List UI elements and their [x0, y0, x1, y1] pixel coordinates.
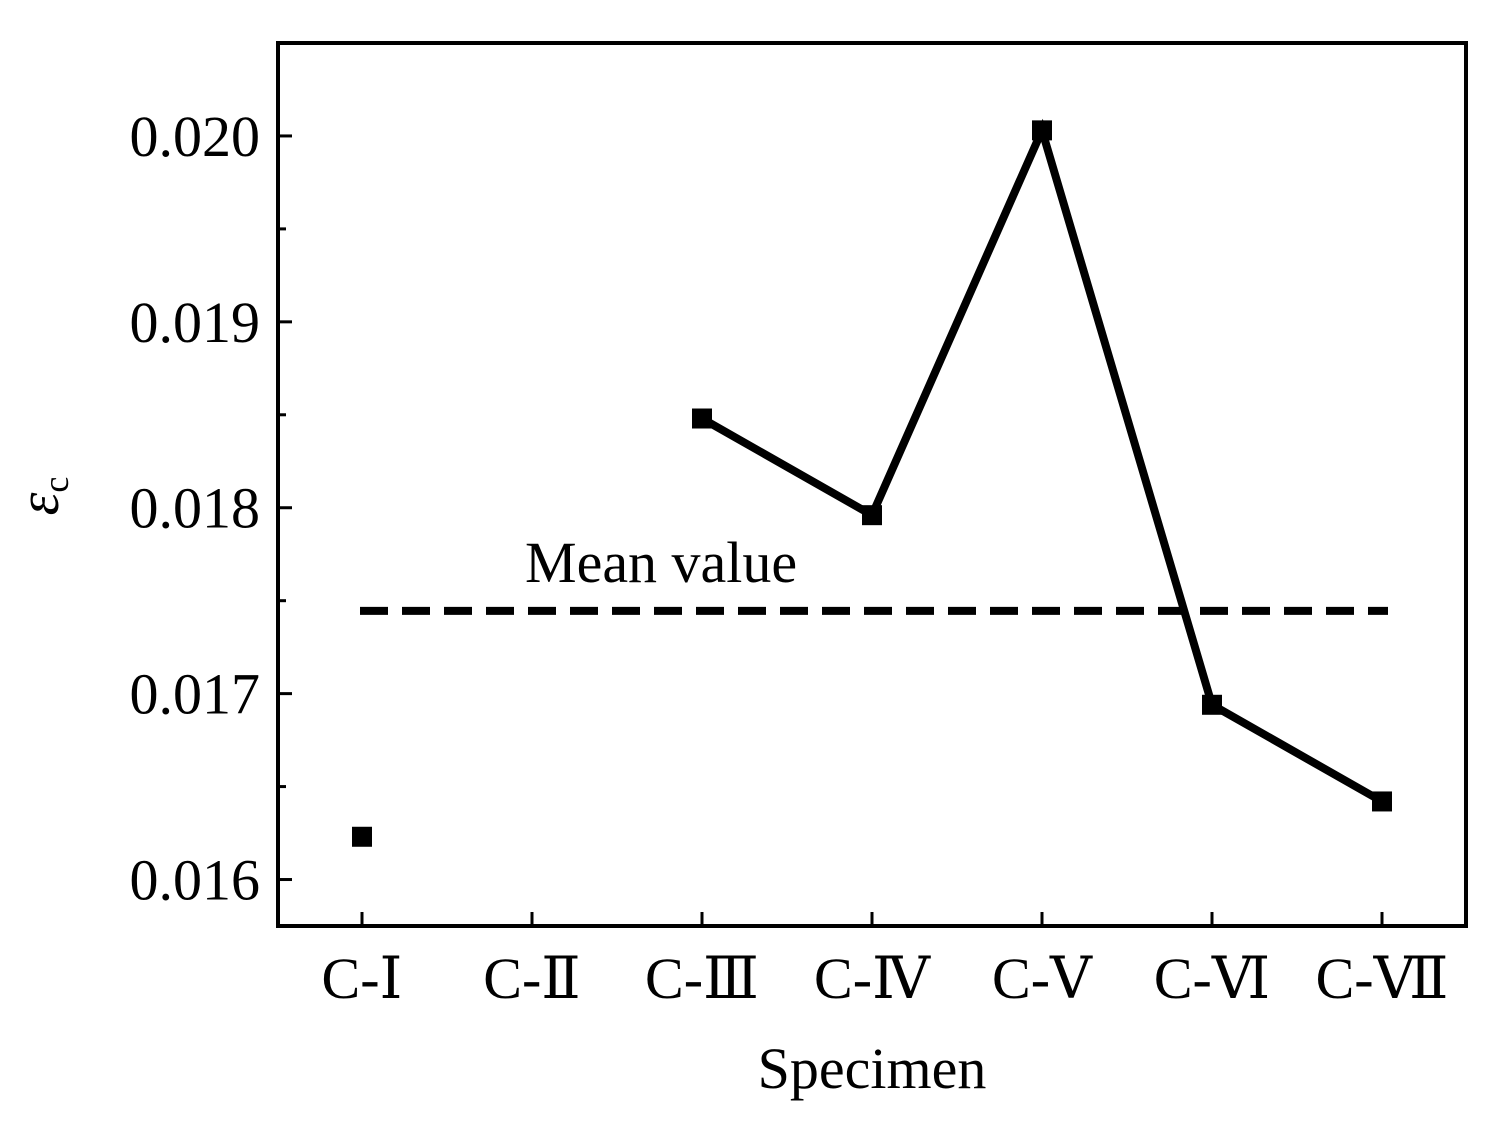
x-tick-label: C-Ⅴ — [992, 946, 1093, 1011]
data-point-marker — [1372, 791, 1392, 812]
y-axis-title-main: ε — [6, 492, 71, 515]
data-point-marker — [1202, 694, 1222, 715]
data-point-marker — [692, 408, 712, 429]
x-axis-title: Specimen — [758, 1036, 987, 1101]
y-axis-title: εc — [6, 477, 76, 516]
mean-value-label: Mean value — [525, 530, 797, 595]
x-tick-label: C-Ⅱ — [483, 946, 580, 1011]
x-tick-label: C-Ⅲ — [645, 946, 759, 1011]
y-tick-label: 0.016 — [130, 848, 261, 913]
y-tick-label: 0.019 — [130, 290, 261, 355]
x-tick-label: C-Ⅳ — [814, 946, 931, 1011]
y-axis-title-sub: c — [36, 477, 76, 493]
data-point-marker — [1032, 120, 1052, 141]
y-tick-label: 0.017 — [130, 662, 261, 727]
x-tick-label: C-Ⅰ — [322, 946, 403, 1011]
svg-text:εc: εc — [6, 477, 76, 516]
data-point-marker — [862, 505, 882, 526]
x-tick-label: C-Ⅵ — [1154, 946, 1270, 1011]
series-line — [700, 118, 1384, 805]
y-tick-label: 0.020 — [130, 104, 261, 169]
ticks-layer: 0.016 0.017 0.018 0.019 0.020 C-Ⅰ C-Ⅱ C-Ⅲ C-Ⅳ C-Ⅴ… — [130, 104, 1449, 1011]
plot-frame — [276, 41, 1468, 928]
mean-layer: Mean value — [360, 530, 1388, 615]
data-point-marker — [352, 826, 372, 847]
y-tick-label: 0.018 — [130, 476, 261, 541]
x-tick-label: C-Ⅶ — [1316, 946, 1449, 1011]
series-layer — [352, 118, 1392, 847]
